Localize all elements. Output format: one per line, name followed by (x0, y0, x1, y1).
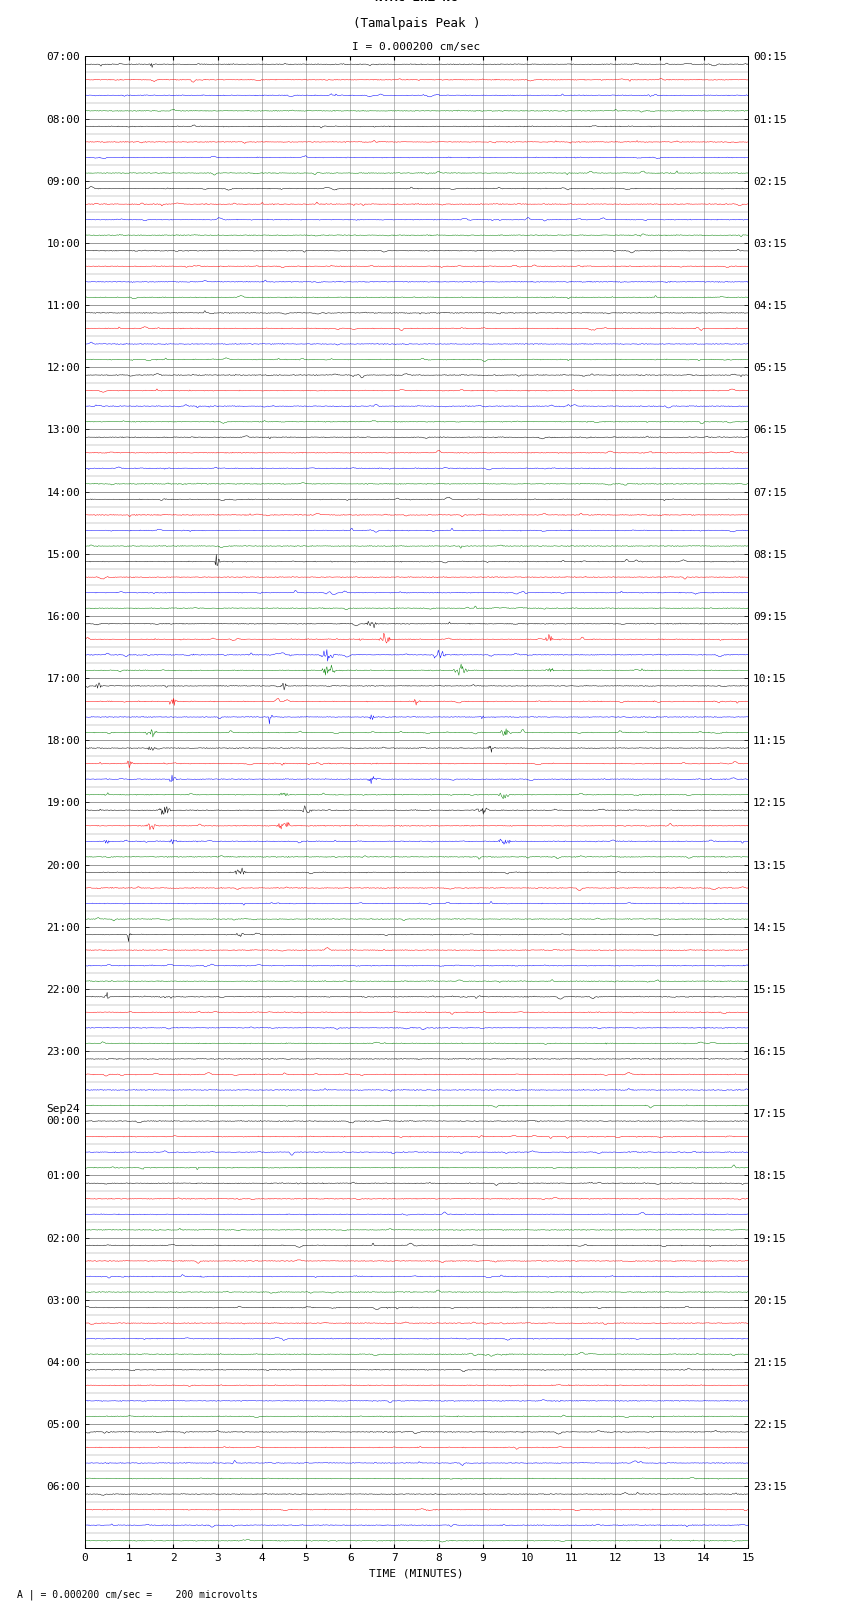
Text: I = 0.000200 cm/sec: I = 0.000200 cm/sec (353, 42, 480, 52)
Text: A | = 0.000200 cm/sec =    200 microvolts: A | = 0.000200 cm/sec = 200 microvolts (17, 1589, 258, 1600)
Text: (Tamalpais Peak ): (Tamalpais Peak ) (353, 16, 480, 29)
Text: NTAC EHZ NC: NTAC EHZ NC (375, 0, 458, 5)
X-axis label: TIME (MINUTES): TIME (MINUTES) (369, 1569, 464, 1579)
